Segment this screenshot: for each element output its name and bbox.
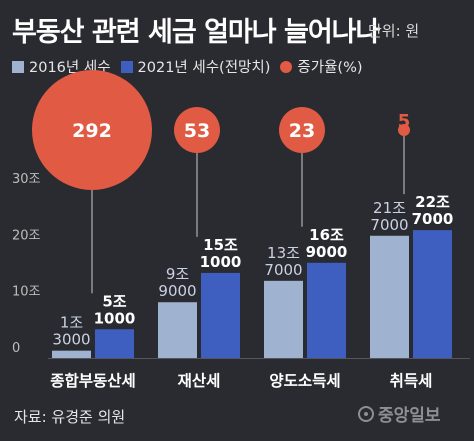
y-tick-label-3: 30조 bbox=[12, 172, 41, 187]
bar-2016-0 bbox=[52, 350, 91, 358]
bar-2021-1 bbox=[201, 272, 240, 358]
unit-label: 단위: 원 bbox=[368, 22, 420, 40]
label-2016-top-0: 1조 bbox=[60, 314, 84, 332]
label-2016-bottom-1: 9000 bbox=[158, 282, 196, 300]
bar-2016-1 bbox=[158, 302, 197, 358]
bar-2021-2 bbox=[307, 262, 346, 358]
label-2021-top-1: 15조 bbox=[203, 236, 238, 254]
joongang-logo-icon bbox=[358, 405, 374, 422]
label-2021-bottom-0: 1000 bbox=[94, 309, 136, 327]
legend-swatch-2016 bbox=[12, 60, 24, 73]
category-label-3: 취득세 bbox=[390, 372, 433, 390]
growth-circle-2 bbox=[279, 107, 325, 153]
category-label-0: 종합부동산세 bbox=[50, 372, 136, 390]
label-2016-top-3: 21조 bbox=[373, 199, 406, 217]
label-2021-top-2: 16조 bbox=[309, 226, 344, 244]
label-2016-bottom-3: 7000 bbox=[370, 216, 408, 234]
legend-label-2021: 2021년 세수(전망치) bbox=[137, 60, 271, 76]
y-tick-label-2: 20조 bbox=[12, 228, 41, 243]
growth-circle-0 bbox=[32, 70, 152, 190]
label-2021-bottom-3: 7000 bbox=[412, 210, 454, 228]
brand-logo: 중앙일보 bbox=[358, 401, 441, 426]
legend-item-2021: 2021년 세수(전망치) bbox=[120, 56, 271, 77]
category-label-2: 양도소득세 bbox=[269, 372, 340, 390]
legend-label-growth: 증가율(%) bbox=[297, 60, 363, 76]
bar-2021-3 bbox=[413, 230, 452, 358]
growth-circle-3 bbox=[398, 124, 410, 136]
category-label-1: 재산세 bbox=[178, 372, 221, 390]
growth-label-3: 5 bbox=[398, 111, 411, 132]
label-2021-bottom-1: 1000 bbox=[200, 253, 242, 271]
growth-label-2: 23 bbox=[289, 120, 315, 142]
label-2016-top-1: 9조 bbox=[166, 265, 190, 283]
label-2021-top-0: 5조 bbox=[102, 292, 126, 310]
label-2016-bottom-0: 3000 bbox=[52, 331, 90, 349]
bar-2016-2 bbox=[264, 280, 303, 358]
label-2021-bottom-2: 9000 bbox=[306, 243, 348, 261]
legend-item-growth: 증가율(%) bbox=[280, 56, 363, 77]
label-2016-bottom-2: 7000 bbox=[264, 261, 302, 279]
label-2021-top-3: 22조 bbox=[415, 193, 450, 211]
label-2016-top-2: 13조 bbox=[267, 244, 300, 262]
growth-label-0: 292 bbox=[72, 120, 112, 142]
chart-title: 부동산 관련 세금 얼마나 늘어나나 bbox=[12, 17, 380, 48]
growth-circle-1 bbox=[174, 107, 220, 153]
brand-name: 중앙일보 bbox=[378, 406, 441, 426]
y-tick-label-1: 10조 bbox=[12, 285, 41, 300]
source-note: 자료: 유경준 의원 bbox=[14, 408, 126, 426]
legend-swatch-2021 bbox=[120, 60, 133, 73]
bar-2021-0 bbox=[95, 329, 134, 358]
y-tick-label-0: 0 bbox=[12, 341, 20, 356]
growth-label-1: 53 bbox=[184, 120, 210, 142]
legend-swatch-growth bbox=[280, 60, 293, 73]
bar-2016-3 bbox=[370, 235, 409, 358]
legend: 2016년 세수 2021년 세수(전망치) 증가율(%) bbox=[12, 56, 373, 77]
